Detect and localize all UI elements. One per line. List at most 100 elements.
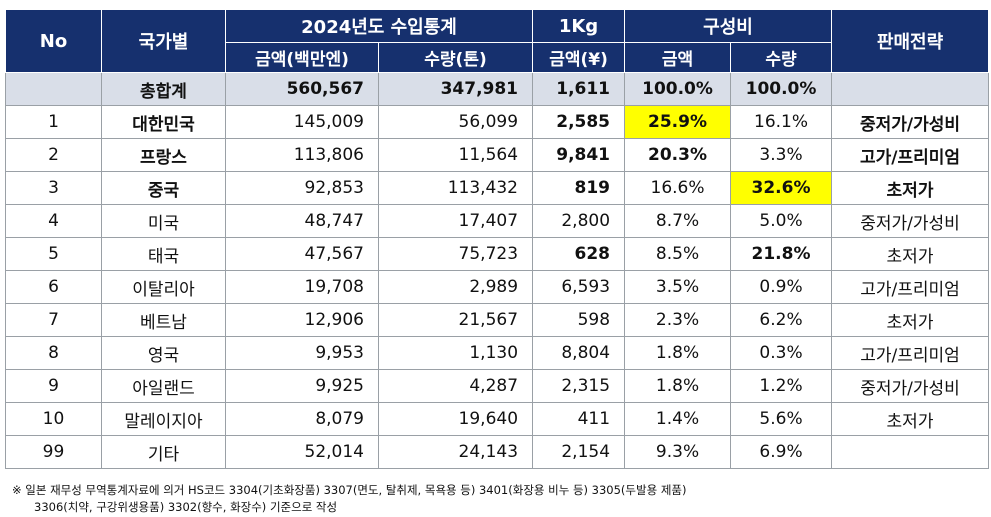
row-country: 중국 [101,171,226,205]
row-amount: 12,906 [225,303,379,337]
header-per-kg-top: 1Kg [532,9,626,43]
row-ratio-amount: 1.8% [624,336,732,370]
row-amount: 52,014 [225,435,379,469]
row-no: 2 [5,138,102,172]
row-quantity: 4,287 [377,369,534,403]
row-per-kg: 6,593 [532,270,626,304]
row-no: 7 [5,303,102,337]
row-country: 기타 [101,435,226,469]
row-country: 영국 [101,336,226,370]
row-ratio-quantity: 6.2% [730,303,833,337]
header-ratio-quantity: 수량 [730,42,833,73]
table-row: 5 태국 47,567 75,723 628 8.5% 21.8% 초저가 [5,237,990,271]
row-quantity: 19,640 [377,402,534,436]
header-row-1: No 국가별 2024년도 수입통계 1Kg 구성비 판매전략 [5,9,990,73]
row-amount: 145,009 [225,105,379,139]
row-ratio-quantity: 16.1% [730,105,833,139]
footnote-line-2: 3306(치약, 구강위생용품) 3302(향수, 화장수) 기준으로 작성 [34,500,338,514]
row-quantity: 56,099 [377,105,534,139]
row-quantity: 21,567 [377,303,534,337]
footnote-line-1: ※ 일본 재무성 무역통계자료에 의거 HS코드 3304(기초화장품) 330… [12,483,687,497]
row-per-kg: 628 [532,237,626,271]
row-amount: 9,953 [225,336,379,370]
table-row: 3 중국 92,853 113,432 819 16.6% 32.6% 초저가 [5,171,990,205]
table-row: 7 베트남 12,906 21,567 598 2.3% 6.2% 초저가 [5,303,990,337]
row-ratio-amount: 2.3% [624,303,732,337]
row-quantity: 24,143 [377,435,534,469]
row-ratio-quantity: 0.9% [730,270,833,304]
row-country: 프랑스 [101,138,226,172]
total-quantity: 347,981 [377,72,534,106]
row-no: 1 [5,105,102,139]
row-strategy: 중저가/가성비 [831,204,990,238]
header-stats-title: 2024년도 수입통계 [224,9,534,43]
total-no [5,72,102,106]
row-strategy: 중저가/가성비 [831,105,990,139]
row-country: 말레이지아 [101,402,226,436]
row-country: 베트남 [101,303,226,337]
row-country: 대한민국 [101,105,226,139]
table-row: 9 아일랜드 9,925 4,287 2,315 1.8% 1.2% 중저가/가… [5,369,990,403]
row-strategy: 초저가 [831,303,990,337]
row-per-kg: 2,585 [532,105,626,139]
row-strategy: 고가/프리미엄 [831,138,990,172]
table-row: 4 미국 48,747 17,407 2,800 8.7% 5.0% 중저가/가… [5,204,990,238]
row-strategy: 고가/프리미엄 [831,336,990,370]
row-per-kg: 2,154 [532,435,626,469]
row-ratio-quantity: 5.0% [730,204,833,238]
row-no: 6 [5,270,102,304]
row-quantity: 75,723 [377,237,534,271]
table-row: 8 영국 9,953 1,130 8,804 1.8% 0.3% 고가/프리미엄 [5,336,990,370]
row-amount: 113,806 [225,138,379,172]
table-row: 2 프랑스 113,806 11,564 9,841 20.3% 3.3% 고가… [5,138,990,172]
total-per-kg: 1,611 [532,72,626,106]
header-country: 국가별 [101,9,226,73]
row-quantity: 11,564 [377,138,534,172]
row-per-kg: 411 [532,402,626,436]
row-no: 3 [5,171,102,205]
row-amount: 48,747 [225,204,379,238]
row-no: 4 [5,204,102,238]
table-row: 6 이탈리아 19,708 2,989 6,593 3.5% 0.9% 고가/프… [5,270,990,304]
header-quantity: 수량(톤) [377,42,534,73]
row-quantity: 2,989 [377,270,534,304]
header-per-kg-bottom: 금액(¥) [532,42,626,73]
row-amount: 9,925 [225,369,379,403]
row-ratio-amount: 3.5% [624,270,732,304]
row-ratio-quantity: 6.9% [730,435,833,469]
header-strategy: 판매전략 [831,9,990,73]
row-ratio-quantity: 21.8% [730,237,833,271]
import-stats-table: No 국가별 2024년도 수입통계 1Kg 구성비 판매전략 금액(백만엔) … [5,9,990,469]
total-label: 총합계 [101,72,226,106]
header-ratio-title: 구성비 [624,9,833,43]
row-strategy: 고가/프리미엄 [831,270,990,304]
total-ratio-quantity: 100.0% [730,72,833,106]
row-amount: 8,079 [225,402,379,436]
row-country: 태국 [101,237,226,271]
row-ratio-amount: 8.7% [624,204,732,238]
total-row: 총합계 560,567 347,981 1,611 100.0% 100.0% [5,72,990,106]
row-per-kg: 2,315 [532,369,626,403]
row-country: 아일랜드 [101,369,226,403]
total-strategy [831,72,990,106]
row-strategy: 중저가/가성비 [831,369,990,403]
row-strategy: 초저가 [831,402,990,436]
row-strategy: 초저가 [831,171,990,205]
table-row: 10 말레이지아 8,079 19,640 411 1.4% 5.6% 초저가 [5,402,990,436]
total-ratio-amount: 100.0% [624,72,732,106]
footnote: ※ 일본 재무성 무역통계자료에 의거 HS코드 3304(기초화장품) 330… [12,482,686,516]
row-ratio-amount: 1.8% [624,369,732,403]
row-country: 이탈리아 [101,270,226,304]
row-ratio-quantity: 3.3% [730,138,833,172]
row-amount: 19,708 [225,270,379,304]
row-ratio-amount: 8.5% [624,237,732,271]
row-amount: 47,567 [225,237,379,271]
row-ratio-amount: 1.4% [624,402,732,436]
row-strategy: 초저가 [831,237,990,271]
header-ratio-amount: 금액 [624,42,732,73]
total-amount: 560,567 [225,72,379,106]
row-ratio-quantity: 0.3% [730,336,833,370]
row-strategy [831,435,990,469]
table-row: 99 기타 52,014 24,143 2,154 9.3% 6.9% [5,435,990,469]
